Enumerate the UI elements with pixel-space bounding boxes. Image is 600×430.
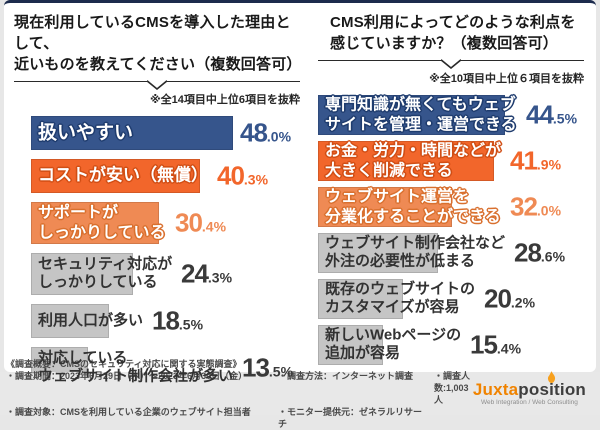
title-divider	[14, 80, 300, 90]
bar	[318, 141, 494, 181]
chart-note: ※全10項目中上位６項目を抜粋	[429, 73, 584, 85]
bar-value: 30.4%	[175, 207, 227, 238]
bar-row: ウェブサイト制作会社など 外注の必要性が低まる 28.6%	[318, 233, 584, 273]
bar-label: コストが安い（無償）	[38, 165, 208, 185]
chart-title: CMS利用によってどのような利点を 感じていますか？（複数回答可）	[318, 12, 584, 54]
divider-line	[460, 59, 584, 61]
bar	[318, 233, 438, 273]
bar-label: ウェブサイト制作会社など 外注の必要性が低まる	[325, 234, 506, 270]
bar	[318, 325, 383, 365]
chart-title: 現在利用しているCMSを導入した理由として、近いものを教えてください（複数回答可…	[14, 12, 302, 75]
bar-value: 20.2%	[484, 283, 536, 314]
bar-row: お金・労力・時間などが 大きく削減できる 41.9%	[318, 141, 584, 181]
survey-target: ・調査対象：CMSを利用している企業のウェブサイト担当者	[6, 406, 251, 417]
divider-line	[318, 59, 442, 61]
title-divider	[318, 59, 584, 69]
bar	[318, 187, 452, 227]
bar-value: 18.5%	[152, 305, 204, 336]
chart-title-line: 近いものを教えてください（複数回答可）	[14, 56, 302, 73]
bar-value: 15.4%	[470, 329, 522, 360]
bar-label: 既存のウェブサイトの カスタマイズが容易	[325, 280, 476, 316]
chart-title-line: CMS利用によってどのような利点を	[330, 14, 576, 31]
bar-label: セキュリティ対応が しっかりしている	[38, 255, 173, 291]
bar-value: 41.9%	[510, 145, 562, 176]
bar	[31, 253, 133, 295]
bar-row: サポートが しっかりしている 30.4%	[31, 202, 300, 244]
survey-period: ・調査期間：2023年6月29日（木）～2023年6月30日（金）	[6, 370, 248, 381]
chart-title-line: 現在利用しているCMSを導入した理由として、	[14, 14, 291, 52]
bar-row: コストが安い（無償） 40.3%	[31, 159, 300, 193]
flame-icon	[547, 370, 556, 388]
survey-method: ・調査方法：インターネット調査	[278, 370, 414, 381]
brand-tagline: Web Integration / Web Consulting	[480, 399, 578, 406]
bar-row: 利用人口が多い 18.5%	[31, 304, 300, 338]
bar-value: 44.5%	[526, 99, 578, 130]
juxtaposition-logo: Juxtaposition Web Integration / Web Cons…	[473, 371, 590, 406]
bar-list: 扱いやすい 48.0% コストが安い（無償） 40.3% サポートが しっかりしている 30…	[31, 116, 300, 389]
bar-value: 48.0%	[240, 117, 292, 148]
bar	[318, 95, 505, 135]
bar	[31, 304, 109, 338]
bar-label: ウェブサイト運営を 分業化することができる	[325, 188, 501, 225]
survey-count: ・調査人数:1,003人	[434, 370, 471, 405]
bar-row: 専門知識が無くてもウェブ サイトを管理・運営できる 44.5%	[318, 95, 584, 135]
bar-label: 専門知識が無くてもウェブ サイトを管理・運営できる	[325, 96, 517, 133]
spacer	[434, 406, 473, 430]
bar	[318, 279, 403, 319]
bar-row: 新しいWebページの 追加が容易 15.4%	[318, 325, 584, 365]
bar-value: 32.0%	[510, 191, 562, 222]
survey-overview: 《調査概要：CMSのセキュリティ対応に関する実態調査》	[6, 358, 242, 369]
brand-name: Juxtaposition	[473, 381, 586, 399]
chart-right-benefits: CMS利用によってどのような利点を 感じていますか？（複数回答可） ※全10項目中…	[308, 12, 584, 386]
chart-title-line: 感じていますか？（複数回答可）	[330, 35, 559, 52]
bar-row: 対応している ウェブサイト制作会社が多い 13.5%	[31, 347, 300, 389]
divider-line	[166, 80, 300, 82]
brand-juxta: Juxta	[472, 380, 519, 399]
footer: 《調査概要：CMSのセキュリティ対応に関する実態調査》 ・調査期間：2023年6…	[0, 359, 600, 429]
bar-label: 新しいWebページの 追加が容易	[325, 326, 462, 362]
infographic-card: 現在利用しているCMSを導入した理由として、近いものを教えてください（複数回答可…	[4, 0, 596, 389]
survey-monitor: ・モニター提供元：ゼネラルリサーチ	[278, 406, 423, 429]
bar	[31, 202, 159, 244]
bar-row: セキュリティ対応が しっかりしている 24.3%	[31, 253, 300, 295]
bar-value: 24.3%	[181, 258, 233, 289]
chart-left-reasons: 現在利用しているCMSを導入した理由として、近いものを教えてください（複数回答可…	[14, 12, 302, 389]
bar-label: 対応している ウェブサイト制作会社が多い	[38, 349, 234, 385]
bar	[31, 116, 233, 150]
chevron-down-icon	[441, 59, 461, 69]
brand-position: position	[518, 380, 586, 399]
divider-line	[14, 80, 148, 82]
bar-value: 28.6%	[514, 237, 566, 268]
bar-list: 専門知識が無くてもウェブ サイトを管理・運営できる 44.5% お金・労力・時間などが…	[318, 95, 584, 365]
bar	[31, 159, 200, 193]
bar-row: ウェブサイト運営を 分業化することができる 32.0%	[318, 187, 584, 227]
bar-label: 利用人口が多い	[38, 311, 144, 329]
chevron-down-icon	[147, 80, 167, 90]
bar-row: 既存のウェブサイトの カスタマイズが容易 20.2%	[318, 279, 584, 319]
bar-label: サポートが しっかりしている	[38, 204, 166, 241]
bar-value: 40.3%	[217, 160, 269, 191]
chart-note: ※全14項目中上位6項目を抜粋	[149, 94, 300, 106]
bar-value: 13.5%	[242, 352, 294, 383]
bar-label: 扱いやすい	[38, 122, 134, 144]
bar-row: 扱いやすい 48.0%	[31, 116, 300, 150]
bar-label: お金・労力・時間などが 大きく削減できる	[325, 142, 502, 179]
